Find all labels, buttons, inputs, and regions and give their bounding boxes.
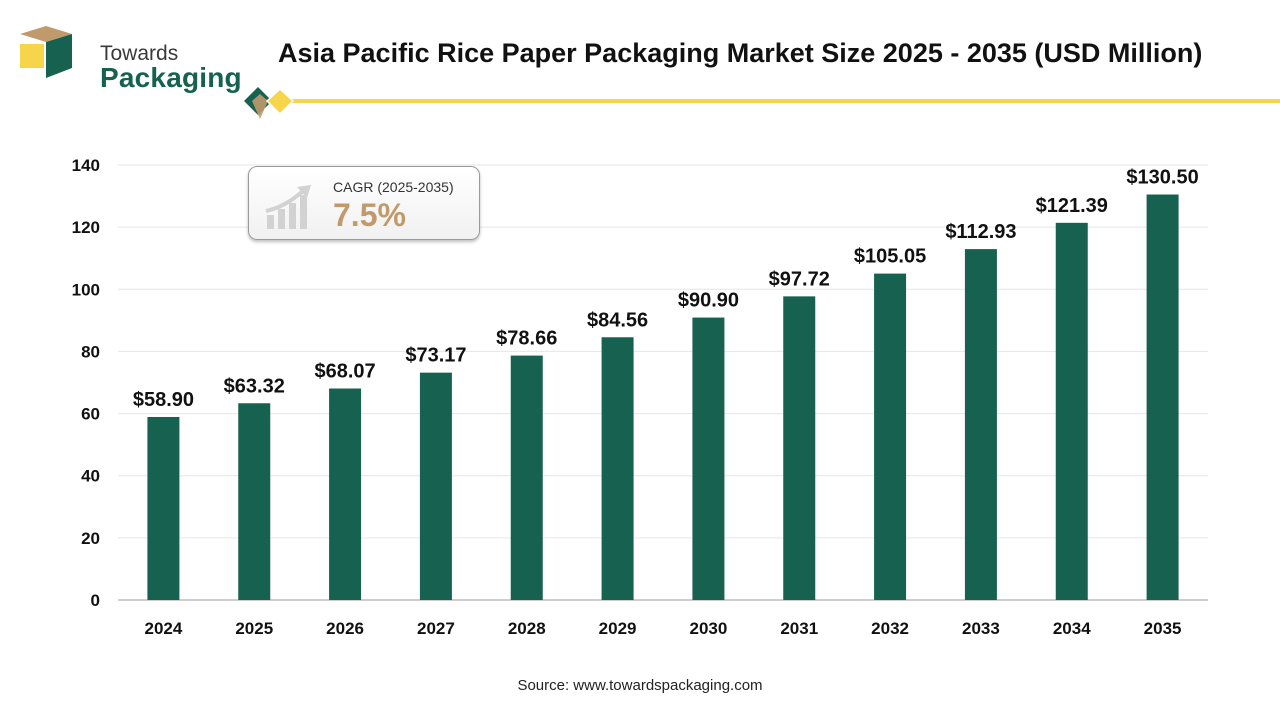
title-divider bbox=[244, 87, 1280, 119]
data-label: $78.66 bbox=[496, 328, 557, 350]
diamond-icon bbox=[265, 87, 295, 116]
data-label: $112.93 bbox=[945, 221, 1016, 243]
packaging-box-icon bbox=[20, 26, 72, 78]
y-tick-label: 100 bbox=[72, 280, 100, 299]
x-axis-labels: 2024 2025 2026 2027 2028 2029 2030 2031 2032 2033… bbox=[145, 619, 1182, 638]
y-tick-label: 20 bbox=[81, 529, 100, 548]
x-tick-label: 2028 bbox=[508, 619, 546, 638]
brand-name-line2: Packaging bbox=[100, 62, 242, 93]
brand-name-line1: Towards bbox=[100, 42, 179, 65]
x-tick-label: 2035 bbox=[1144, 619, 1182, 638]
source-note: Source: www.towardspackaging.com bbox=[517, 677, 763, 694]
diamond-icon bbox=[252, 94, 268, 119]
bars bbox=[147, 194, 1179, 601]
data-label: $73.17 bbox=[405, 345, 466, 367]
bar-2025 bbox=[238, 403, 271, 600]
y-tick-label: 140 bbox=[72, 156, 100, 175]
x-tick-label: 2027 bbox=[417, 619, 455, 638]
x-tick-label: 2030 bbox=[690, 619, 728, 638]
y-axis-labels: 0 20 40 60 80 100 120 140 bbox=[72, 156, 100, 610]
y-tick-label: 60 bbox=[81, 405, 100, 424]
x-tick-label: 2026 bbox=[326, 619, 364, 638]
data-labels: $58.90 $63.32 $68.07 $73.17 $78.66 $84.56 $90.… bbox=[133, 167, 1199, 411]
data-label: $130.50 bbox=[1126, 167, 1198, 189]
bar-2030 bbox=[692, 317, 725, 600]
data-label: $90.90 bbox=[678, 290, 739, 312]
chart-title: Asia Pacific Rice Paper Packaging Market… bbox=[278, 38, 1203, 68]
data-label: $63.32 bbox=[224, 375, 285, 397]
x-tick-label: 2024 bbox=[145, 619, 183, 638]
cagr-label: CAGR (2025-2035) bbox=[333, 179, 454, 195]
bar-2024 bbox=[147, 416, 180, 600]
data-label: $58.90 bbox=[133, 389, 194, 411]
x-tick-label: 2025 bbox=[235, 619, 273, 638]
data-label: $121.39 bbox=[1036, 195, 1108, 217]
y-tick-label: 0 bbox=[91, 591, 100, 610]
data-label: $68.07 bbox=[314, 360, 375, 382]
bar-2032 bbox=[874, 273, 907, 600]
bar-2034 bbox=[1055, 222, 1088, 601]
bar-2029 bbox=[601, 337, 634, 600]
x-tick-label: 2034 bbox=[1053, 619, 1091, 638]
bar-2028 bbox=[510, 355, 543, 600]
growth-chart-icon bbox=[265, 185, 311, 229]
bar-2035 bbox=[1146, 194, 1179, 600]
bar-2027 bbox=[419, 372, 452, 600]
bar-2026 bbox=[329, 388, 362, 600]
bar-2033 bbox=[964, 249, 997, 600]
y-tick-label: 80 bbox=[81, 342, 100, 361]
cagr-callout: CAGR (2025-2035) 7.5% bbox=[248, 166, 480, 240]
y-tick-label: 120 bbox=[72, 218, 100, 237]
x-tick-label: 2031 bbox=[780, 619, 818, 638]
data-label: $97.72 bbox=[769, 268, 830, 290]
y-tick-label: 40 bbox=[81, 467, 100, 486]
x-tick-label: 2029 bbox=[599, 619, 637, 638]
data-label: $105.05 bbox=[854, 246, 926, 268]
x-tick-label: 2033 bbox=[962, 619, 1000, 638]
gridlines bbox=[118, 164, 1208, 601]
x-tick-label: 2032 bbox=[871, 619, 909, 638]
brand-logo: Towards Packaging bbox=[16, 20, 242, 93]
data-label: $84.56 bbox=[587, 309, 648, 331]
cagr-value: 7.5% bbox=[333, 197, 406, 233]
bar-2031 bbox=[783, 296, 816, 600]
